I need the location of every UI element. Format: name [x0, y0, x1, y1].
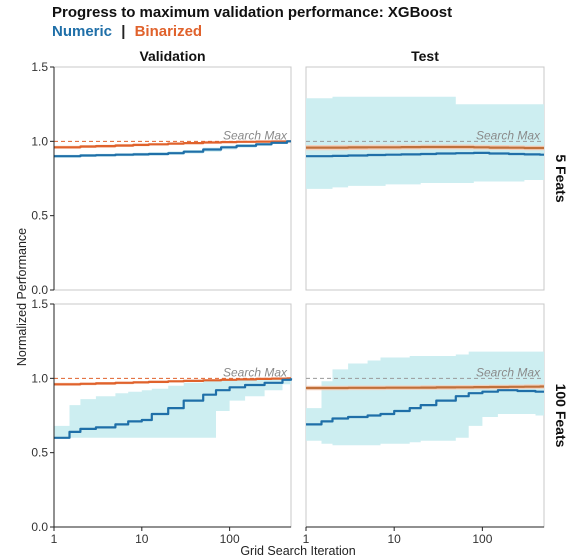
panel-100-feats-test-numeric-band: [306, 351, 544, 446]
y-tick-label-1-1: 0.5: [31, 446, 48, 460]
panel-100-feats-test-binarized-line: [306, 385, 544, 390]
panel-5-feats-validation-numeric-line: [54, 140, 291, 158]
panel-100-feats-validation-search-max-label: Search Max: [223, 365, 288, 379]
x-tick-label-1-0: 1: [303, 532, 310, 546]
x-tick-label-0-2: 100: [220, 532, 240, 546]
x-tick-label-0-0: 1: [51, 532, 58, 546]
panel-5-feats-test-search-max-label: Search Max: [476, 128, 541, 142]
x-tick-label-1-2: 100: [472, 532, 492, 546]
panel-5-feats-validation-search-max-label: Search Max: [223, 128, 288, 142]
legend-numeric: Numeric: [52, 23, 113, 40]
column-strip-validation: Validation: [139, 48, 205, 64]
panel-100-feats-test-search-max-label: Search Max: [476, 365, 541, 379]
panel-100-feats-validation-numeric-line: [54, 378, 293, 439]
y-tick-label-0-0: 0.0: [31, 283, 48, 297]
row-strip-100-feats: 100 Feats: [553, 384, 568, 448]
legend-separator: |: [121, 23, 126, 40]
y-tick-label-1-0: 0.0: [31, 520, 48, 534]
panel-5-feats-validation-frame: [53, 66, 292, 291]
chart-title: Progress to maximum validation performan…: [52, 4, 453, 21]
y-tick-label-0-2: 1.0: [31, 134, 48, 148]
row-strip-5-feats: 5 Feats: [553, 154, 568, 202]
y-tick-label-0-3: 1.5: [31, 60, 48, 74]
chart-subtitle: Numeric | Binarized: [52, 23, 202, 40]
panel-100-feats-test-numeric-line: [306, 389, 544, 426]
panel-5-feats-test-numeric-line: [306, 151, 544, 158]
panel-5-feats-test-numeric-band: [306, 96, 544, 189]
x-axis-title: Grid Search Iteration: [240, 544, 355, 558]
panel-5-feats-validation-binarized-line: [54, 140, 291, 149]
panel-5-feats-test-binarized-line: [306, 145, 544, 150]
y-axis-title: Normalized Performance: [15, 228, 29, 366]
x-tick-label-1-1: 10: [388, 532, 402, 546]
column-strip-test: Test: [411, 48, 439, 64]
y-tick-label-1-3: 1.5: [31, 297, 48, 311]
panel-100-feats-validation-binarized-line: [54, 377, 291, 386]
x-tick-label-0-1: 10: [135, 532, 149, 546]
y-tick-label-1-2: 1.0: [31, 371, 48, 385]
y-tick-label-0-1: 0.5: [31, 209, 48, 223]
legend-binarized: Binarized: [134, 23, 203, 40]
